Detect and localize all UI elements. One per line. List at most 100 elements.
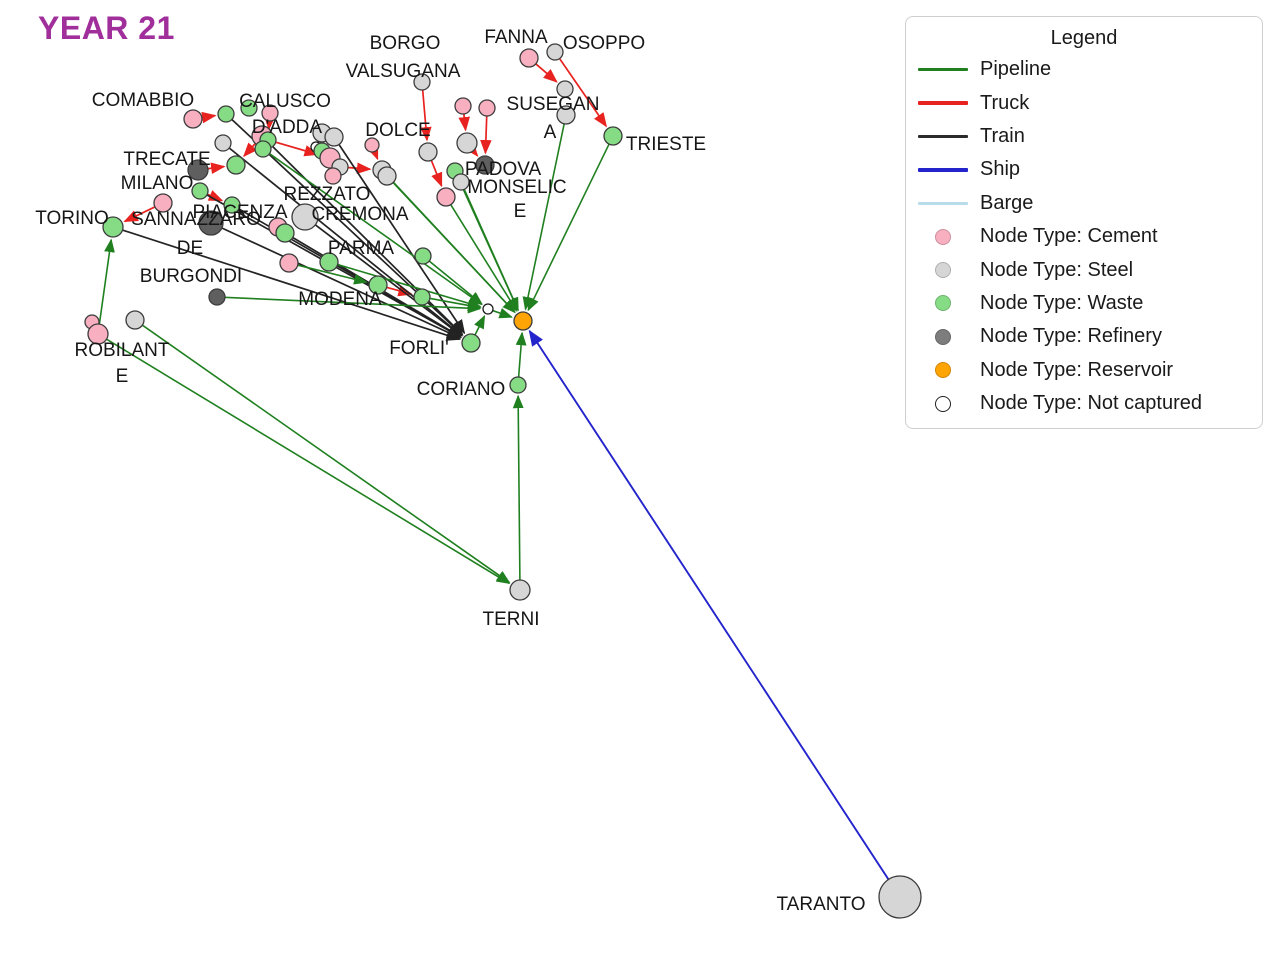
node-label: DOLCE (365, 120, 430, 141)
graph-edge-truck (531, 60, 558, 83)
graph-node-waste (275, 223, 295, 243)
graph-node-not_captured (482, 303, 494, 315)
legend: Legend Pipeline Truck Train Ship Barge Node T… (905, 16, 1263, 430)
legend-row-line: Pipeline (906, 53, 1262, 86)
legend-label: Truck (980, 91, 1030, 114)
graph-node-cement (454, 97, 472, 115)
node-label: VALSUGANA (346, 61, 461, 82)
graph-node-cement (183, 109, 203, 129)
graph-node-waste (226, 155, 246, 175)
node-label: COMABBIO (92, 90, 194, 111)
graph-node-cement (153, 193, 173, 213)
legend-row-node-type: Node Type: Refinery (906, 320, 1262, 353)
graph-node-cement (436, 187, 456, 207)
graph-node-refinery (208, 288, 226, 306)
node-layer (84, 43, 922, 919)
graph-edge-pipeline (527, 139, 612, 312)
node-label: BORGO (370, 33, 441, 54)
legend-dot-swatch (906, 328, 980, 345)
node-label: PIACENZA (192, 202, 287, 223)
graph-edge-truck (428, 155, 443, 188)
graph-node-steel (125, 310, 145, 330)
graph-node-waste (603, 126, 623, 146)
legend-label: Node Type: Not captured (980, 392, 1202, 415)
graph-edge-pipeline (425, 257, 483, 305)
node-label: PARMA (328, 238, 394, 259)
graph-node-steel (324, 127, 344, 147)
graph-edge-pipeline (265, 150, 483, 306)
graph-node-steel (418, 142, 438, 162)
node-label: CORIANO (417, 379, 506, 400)
graph-node-reservoir (513, 311, 533, 331)
legend-dot-swatch (906, 262, 980, 279)
legend-line-swatch (906, 134, 980, 139)
page-title: YEAR 21 (38, 10, 175, 46)
graph-node-steel (556, 105, 576, 125)
node-label: BURGONDI (140, 266, 242, 287)
node-label: MONSELIC (467, 177, 566, 198)
node-label: MODENA (298, 289, 382, 310)
graph-node-waste (191, 182, 209, 200)
node-label: CREMONA (311, 204, 408, 225)
graph-node-waste (368, 275, 388, 295)
graph-edge-pipeline (138, 321, 511, 584)
graph-node-steel (452, 173, 470, 191)
legend-line-swatch (906, 168, 980, 172)
legend-row-line: Truck (906, 86, 1262, 119)
graph-node-waste (102, 216, 124, 238)
graph-node-waste (413, 288, 431, 306)
graph-node-cement (87, 323, 109, 345)
edge-layer (97, 54, 896, 889)
node-label: SUSEGAN (507, 94, 600, 115)
graph-edge-pipeline (447, 200, 518, 312)
node-label: MILANO (121, 173, 194, 194)
graph-node-steel (878, 875, 922, 919)
node-label: E (514, 201, 527, 222)
graph-node-cement (261, 104, 279, 122)
legend-label: Node Type: Steel (980, 258, 1134, 281)
graph-edge-train (216, 224, 462, 339)
graph-node-steel (377, 166, 397, 186)
graph-node-cement (279, 253, 299, 273)
graph-node-steel (456, 132, 478, 154)
node-label: ROBILANT (74, 340, 169, 361)
graph-edge-pipeline (333, 262, 482, 309)
graph-node-steel (509, 579, 531, 601)
graph-edge-train (264, 138, 464, 336)
node-label: REZZATO (284, 184, 371, 205)
node-label: TRIESTE (626, 134, 706, 155)
legend-row-node-type: Node Type: Cement (906, 220, 1262, 253)
legend-row-line: Ship (906, 153, 1262, 186)
graph-node-waste (319, 252, 339, 272)
graph-node-refinery (187, 159, 209, 181)
graph-node-waste (414, 247, 432, 265)
legend-label: Node Type: Cement (980, 225, 1158, 248)
node-label: TORINO (35, 208, 109, 229)
legend-label: Node Type: Refinery (980, 325, 1162, 348)
graph-node-cement (478, 99, 496, 117)
legend-row-node-type: Node Type: Waste (906, 287, 1262, 320)
graph-edge-pipeline (512, 394, 524, 586)
node-label: FORLI' (389, 338, 449, 359)
graph-node-waste (254, 140, 272, 158)
legend-row-line: Barge (906, 187, 1262, 220)
graph-edge-pipeline (490, 307, 513, 319)
legend-row-node-type: Node Type: Reservoir (906, 354, 1262, 387)
legend-line-swatch (906, 101, 980, 105)
node-label: SANNAZZARO (131, 209, 261, 230)
graph-node-waste (240, 99, 258, 117)
legend-row-node-type: Node Type: Not captured (906, 387, 1262, 420)
node-label: A (544, 122, 557, 143)
graph-node-refinery (475, 155, 495, 175)
graph-node-steel (413, 73, 431, 91)
graph-edge-truck (420, 85, 432, 142)
legend-row-line: Train (906, 120, 1262, 153)
legend-label: Barge (980, 191, 1034, 214)
graph-edge-pipeline (515, 331, 527, 382)
node-label: TARANTO (776, 894, 865, 915)
node-label: CALUSCO (239, 91, 331, 112)
graph-edge-pipeline (293, 263, 368, 285)
graph-node-waste (509, 376, 527, 394)
graph-edge-pipeline (97, 238, 115, 330)
